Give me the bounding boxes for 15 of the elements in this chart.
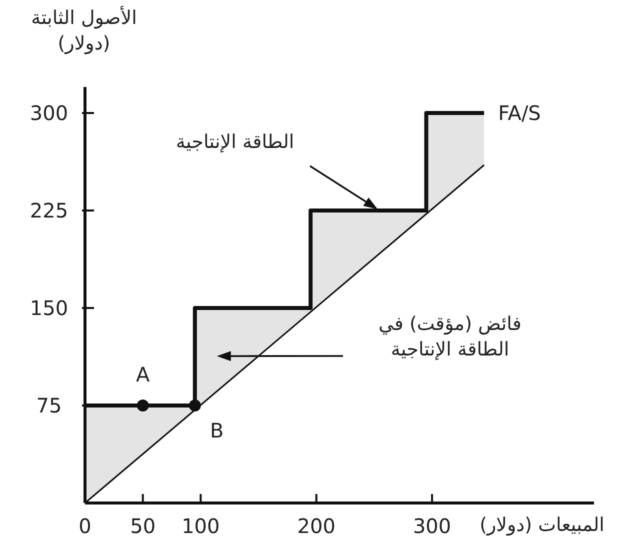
ytick: 225: [30, 198, 68, 222]
ytick: 150: [30, 296, 68, 320]
xtick: 200: [297, 514, 336, 538]
annotation: A: [136, 362, 150, 386]
xlabel: المبيعات (دولار): [480, 514, 604, 536]
xtick: 100: [182, 514, 220, 538]
annotation: الطاقة الإنتاجية: [176, 131, 294, 153]
ytick: 75: [36, 394, 62, 418]
ylabel: الأصول الثابتة (دولار): [31, 7, 137, 55]
xtick: 300: [412, 514, 452, 538]
xtick: 0: [78, 514, 92, 538]
annotation: فائض (مؤقت) في الطاقة الإنتاجية: [378, 313, 522, 361]
ytick: 300: [30, 101, 68, 125]
xtick: 50: [130, 514, 156, 538]
annotation: B: [210, 418, 224, 442]
